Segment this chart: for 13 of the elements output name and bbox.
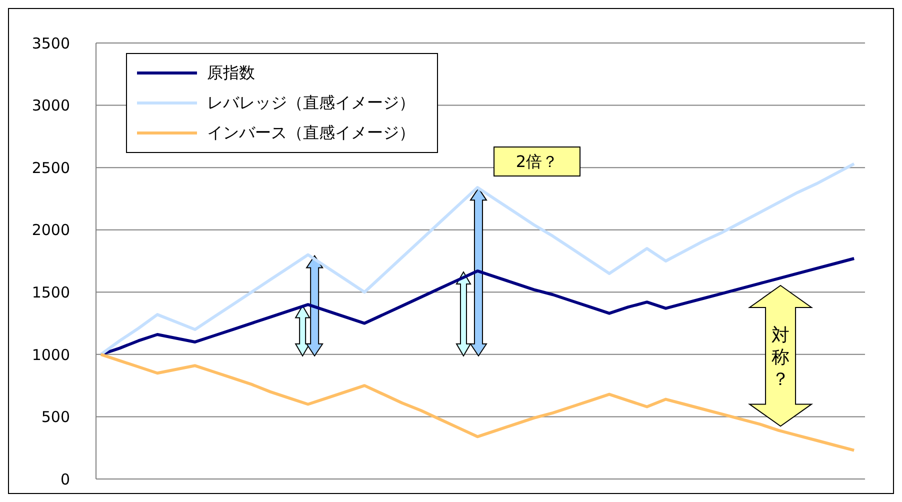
- y-tick-label: 2500: [32, 158, 70, 177]
- y-tick-label: 1500: [32, 283, 70, 302]
- legend-label: インバース（直感イメージ）: [207, 122, 415, 144]
- y-tick-label: 0: [60, 470, 70, 488]
- legend-label: レバレッジ（直感イメージ）: [207, 92, 415, 114]
- y-tick-label: 3500: [32, 34, 70, 52]
- annotation: 2倍？: [516, 152, 558, 171]
- annotation: 対称？: [772, 324, 790, 390]
- y-tick-label: 500: [41, 408, 70, 426]
- y-tick-label: 1000: [32, 346, 70, 364]
- y-tick-label: 3000: [32, 96, 70, 115]
- legend-label: 原指数: [207, 62, 255, 84]
- y-tick-label: 2000: [32, 221, 70, 240]
